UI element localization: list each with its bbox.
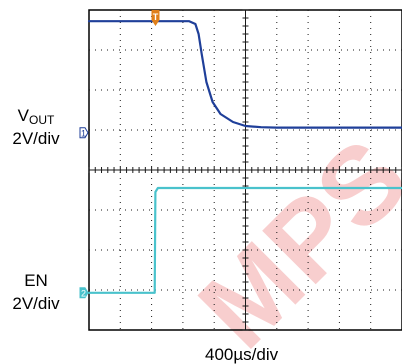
vout-scale-label: 2V/div: [12, 129, 60, 148]
time-scale-label: 400µs/div: [205, 345, 279, 364]
ground-marker-en: [79, 287, 89, 299]
grid-layer: [88, 9, 402, 331]
trace-layer: [87, 20, 402, 294]
trigger-marker-shape: [151, 10, 160, 26]
en-scale-label: 2V/div: [12, 294, 60, 313]
watermark-text: MPS: [176, 116, 402, 364]
vout-channel-label: VOUT: [17, 106, 55, 127]
trace-vout: [87, 20, 402, 129]
trigger-marker-icon: T: [151, 10, 160, 26]
watermark-layer: MPS: [176, 116, 402, 364]
trace-en: [87, 186, 402, 294]
ground-marker-number: 1: [81, 128, 86, 138]
ground-marker-vout: [79, 127, 89, 139]
marker-layer: 1 2 T: [79, 10, 160, 299]
en-channel-label: EN: [24, 271, 48, 290]
trigger-marker-label: T: [153, 12, 159, 22]
ground-marker-number: 2: [81, 288, 86, 298]
